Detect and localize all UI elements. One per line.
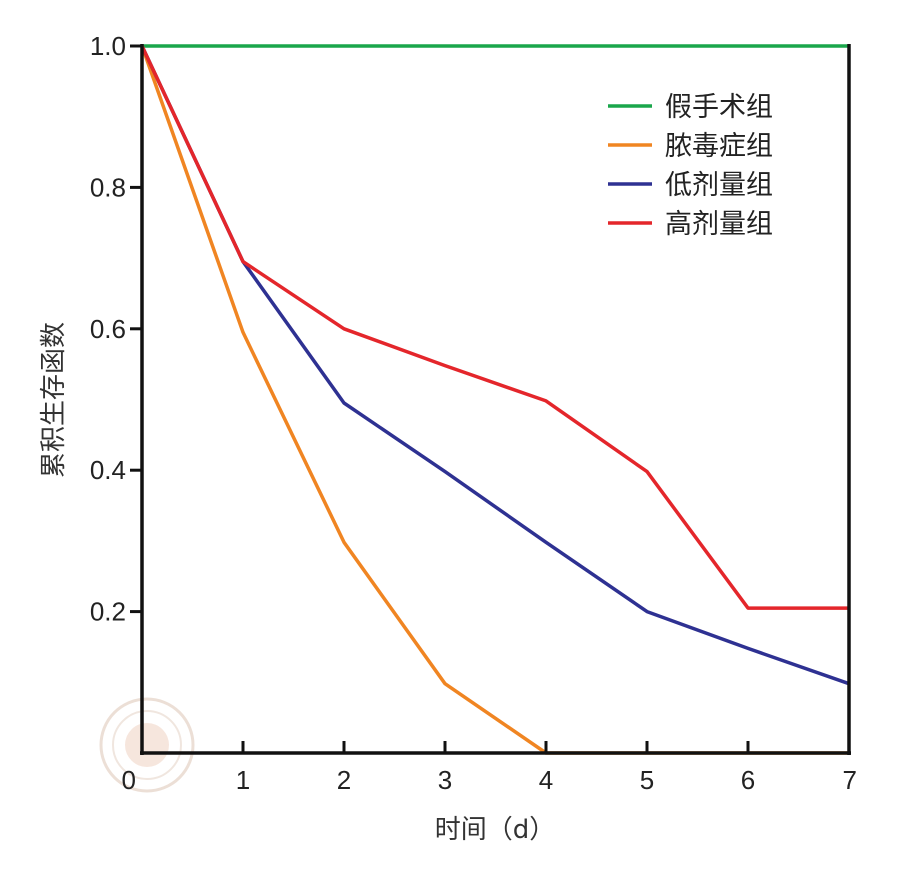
y-tick-label-3: 0.8 <box>90 172 126 202</box>
x-tick-label-2: 2 <box>337 765 351 795</box>
watermark-seal <box>99 697 195 793</box>
x-tick-label-4: 4 <box>539 765 553 795</box>
axes <box>140 44 851 755</box>
x-tick-label-1: 1 <box>236 765 250 795</box>
x-tick-label-0: 0 <box>122 765 136 795</box>
y-ticks: 0.2 0.4 0.6 0.8 1.0 <box>90 31 142 627</box>
x-ticks: 0 1 2 3 4 5 6 7 <box>122 741 857 795</box>
series-line-3 <box>140 45 849 610</box>
legend-label-3: 高剂量组 <box>665 209 773 240</box>
y-tick-label-2: 0.6 <box>90 314 126 344</box>
y-tick-label-1: 0.4 <box>90 455 126 485</box>
legend-label-0: 假手术组 <box>665 92 773 123</box>
legend-label-2: 低剂量组 <box>665 170 773 201</box>
x-axis-title: 时间（d） <box>435 815 556 845</box>
x-tick-label-6: 6 <box>741 765 755 795</box>
x-tick-label-5: 5 <box>640 765 654 795</box>
series-line-2 <box>140 45 850 686</box>
y-tick-label-4: 1.0 <box>90 31 126 61</box>
x-tick-label-7: 7 <box>843 765 857 795</box>
legend-label-1: 脓毒症组 <box>665 131 773 162</box>
y-tick-label-0: 0.2 <box>90 597 126 627</box>
x-tick-label-3: 3 <box>438 765 452 795</box>
y-axis-title: 累积生存函数 <box>39 322 69 478</box>
